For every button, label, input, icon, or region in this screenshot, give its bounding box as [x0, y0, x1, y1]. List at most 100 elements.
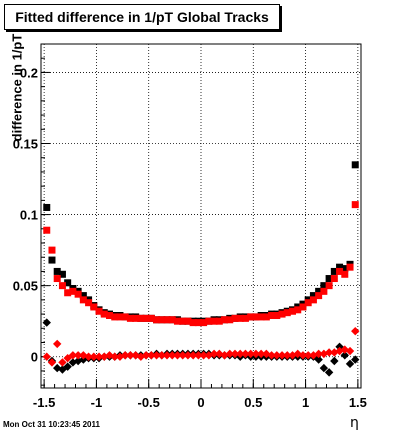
- data-point: [341, 265, 349, 273]
- data-point: [283, 351, 292, 360]
- data-point: [278, 310, 286, 318]
- data-point: [325, 282, 333, 290]
- data-point: [230, 349, 240, 359]
- data-point: [236, 314, 244, 322]
- data-point: [247, 313, 255, 321]
- data-point: [178, 351, 187, 360]
- data-point: [147, 314, 155, 322]
- data-point: [168, 351, 177, 360]
- data-point: [251, 349, 261, 359]
- data-point: [173, 351, 182, 360]
- data-point: [158, 316, 166, 324]
- data-point: [351, 201, 359, 209]
- chart-title: Fitted difference in 1/pT Global Tracks: [4, 4, 280, 30]
- data-point: [153, 316, 161, 324]
- data-point: [126, 351, 135, 360]
- data-point: [120, 351, 130, 360]
- data-point: [194, 351, 203, 360]
- data-point: [141, 351, 151, 360]
- data-point: [168, 316, 176, 324]
- data-point: [273, 312, 281, 320]
- data-point: [309, 292, 317, 300]
- data-point: [43, 226, 51, 234]
- data-point: [163, 316, 171, 324]
- data-point: [304, 299, 312, 307]
- data-point: [246, 349, 255, 359]
- data-point: [236, 349, 245, 359]
- data-point: [84, 352, 93, 361]
- data-point: [268, 312, 276, 320]
- data-point: [231, 314, 239, 322]
- y-tick-label: 0.2: [20, 65, 38, 80]
- data-point: [47, 358, 57, 367]
- tick-labels: -1.5 -1 -0.5 0 0.5 1 1.5 0 0.05 0.1 0.15 0.2: [13, 65, 367, 410]
- y-tick-label: 0.15: [13, 137, 38, 152]
- data-point: [351, 161, 359, 169]
- data-point: [183, 351, 193, 360]
- x-tick-label: 0.5: [244, 395, 262, 410]
- data-point: [53, 339, 62, 349]
- series-3-markers: [42, 326, 360, 367]
- data-point: [58, 365, 67, 374]
- x-tick-label: -1.5: [33, 395, 55, 410]
- data-point: [53, 267, 61, 275]
- data-point: [309, 296, 317, 304]
- data-point: [179, 317, 187, 325]
- data-point: [152, 351, 161, 360]
- data-point: [48, 256, 56, 264]
- data-point: [324, 348, 334, 357]
- data-point: [215, 317, 223, 325]
- data-point: [69, 287, 77, 295]
- data-point: [111, 313, 119, 321]
- data-point: [346, 263, 354, 271]
- data-point: [226, 316, 234, 324]
- data-point: [267, 351, 276, 360]
- data-point: [162, 351, 172, 360]
- x-axis-label: η: [350, 415, 359, 431]
- data-point: [204, 351, 214, 360]
- data-point: [252, 313, 260, 321]
- data-point: [173, 317, 181, 325]
- data-point: [277, 351, 287, 360]
- data-point: [116, 313, 124, 321]
- data-point: [351, 355, 360, 364]
- x-tick-label: 1: [302, 395, 309, 410]
- data-point: [199, 351, 208, 360]
- data-point: [194, 319, 202, 327]
- y-tick-label: 0.05: [13, 279, 38, 294]
- data-point: [294, 306, 302, 314]
- data-point: [336, 263, 344, 271]
- data-point: [351, 326, 360, 336]
- data-point: [64, 279, 72, 287]
- data-point: [58, 282, 66, 290]
- data-point: [79, 292, 87, 300]
- data-point: [43, 203, 51, 211]
- data-point: [256, 349, 266, 359]
- data-point: [89, 352, 99, 361]
- data-point: [85, 299, 93, 307]
- data-point: [314, 349, 323, 359]
- data-point: [126, 314, 134, 322]
- data-point: [336, 267, 344, 275]
- data-point: [189, 319, 197, 327]
- data-point: [298, 351, 308, 360]
- data-point: [58, 270, 66, 278]
- axis-ticks: [41, 43, 359, 388]
- data-point: [53, 275, 61, 283]
- data-point: [121, 313, 129, 321]
- data-point: [314, 355, 323, 364]
- data-point: [63, 353, 72, 363]
- data-point: [205, 317, 213, 325]
- data-point: [320, 287, 328, 295]
- data-point: [320, 282, 328, 290]
- y-axis-label: difference in 1/pT: [9, 33, 25, 142]
- data-point: [330, 356, 339, 366]
- data-point: [319, 363, 329, 373]
- data-point: [94, 352, 104, 361]
- y-tick-label: 0.1: [20, 208, 38, 223]
- data-point: [257, 313, 265, 321]
- data-point: [262, 313, 270, 321]
- data-point: [330, 267, 338, 275]
- data-point: [90, 303, 98, 311]
